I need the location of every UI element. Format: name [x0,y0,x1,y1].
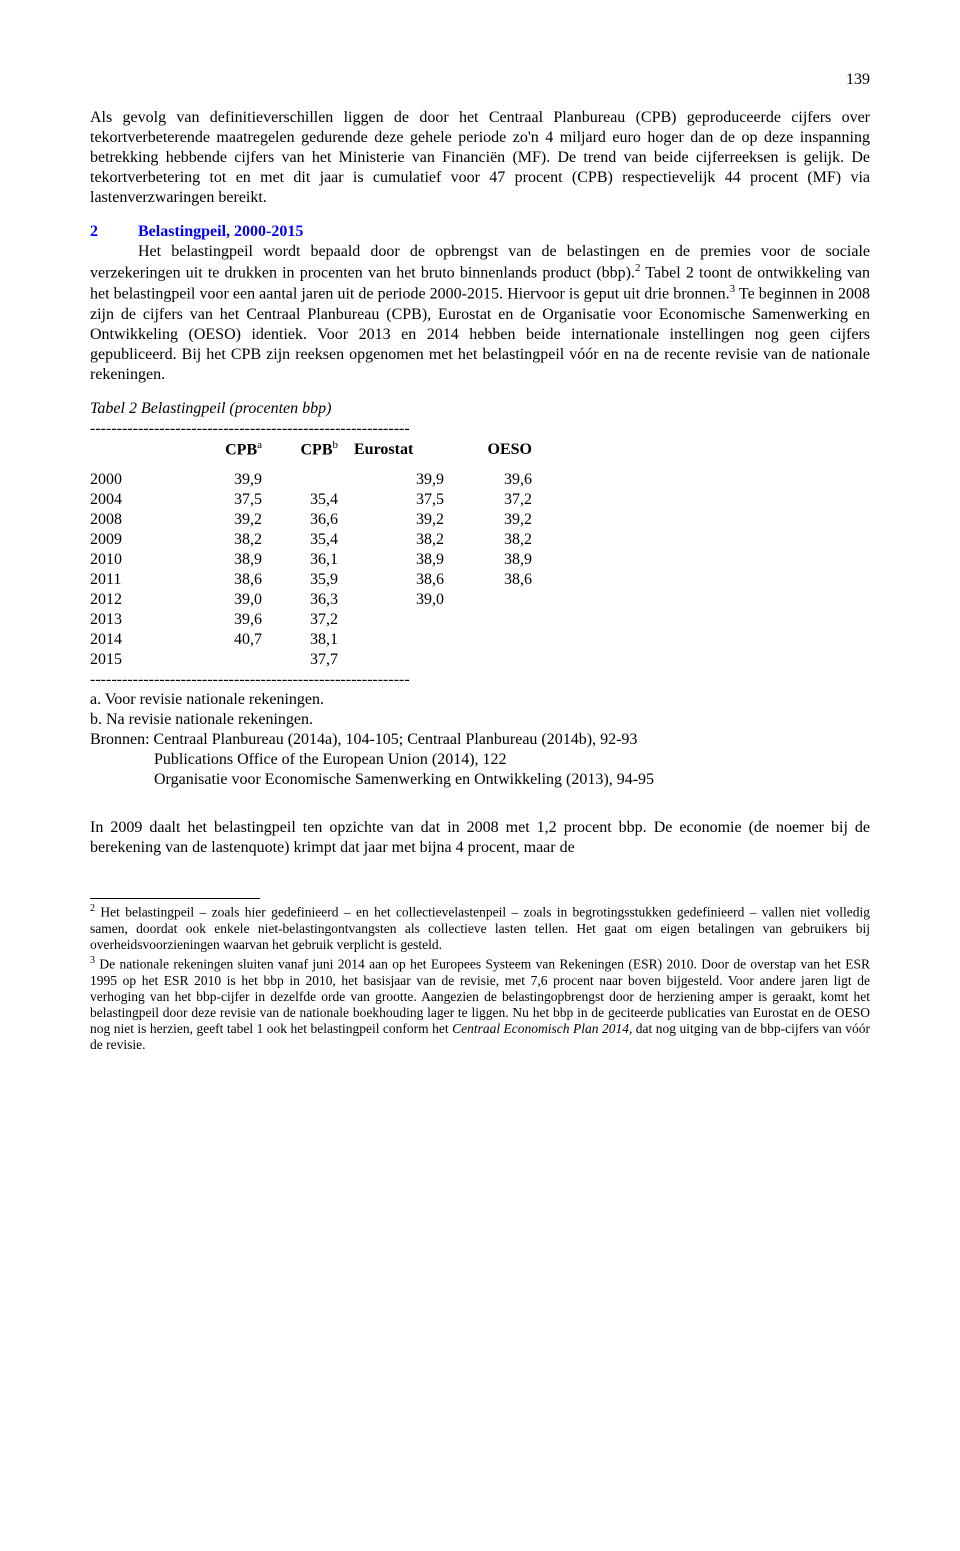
source-1: Bronnen: Centraal Planbureau (2014a), 10… [90,730,870,750]
note-b: b. Na revisie nationale rekeningen. [90,710,870,730]
table-rule-top: ----------------------------------------… [90,419,870,439]
col-cpb-a: CPBa [202,439,278,460]
table-row: 201440,738,1 [90,630,544,650]
table-sources: Bronnen: Centraal Planbureau (2014a), 10… [90,730,870,790]
paragraph-2: In 2009 daalt het belastingpeil ten opzi… [90,818,870,858]
col-blank [90,439,202,460]
note-a: a. Voor revisie nationale rekeningen. [90,690,870,710]
table-belastingpeil: CPBa CPBb Eurostat OESO 200039,939,939,6… [90,439,544,670]
table-row: 200839,236,639,239,2 [90,510,544,530]
table-row: 201239,036,339,0 [90,590,544,610]
table-title: Tabel 2 Belastingpeil (procenten bbp) [90,399,870,419]
table-row: 201038,936,138,938,9 [90,550,544,570]
source-2: Publications Office of the European Unio… [90,750,870,770]
section-heading: 2Belastingpeil, 2000-2015 [90,223,303,240]
page-number: 139 [90,70,870,90]
section-number: 2 [90,222,138,242]
footnote-3: 3 De nationale rekeningen sluiten vanaf … [90,955,870,1054]
table-header-row: CPBa CPBb Eurostat OESO [90,439,544,460]
footnote-2: 2 Het belastingpeil – zoals hier gedefin… [90,903,870,953]
section-title: Belastingpeil, 2000-2015 [138,223,303,240]
footnote-separator [90,898,260,899]
table-row: 200938,235,438,238,2 [90,530,544,550]
paragraph-1: Als gevolg van definitieverschillen ligg… [90,108,870,208]
table-row: 201537,7 [90,650,544,670]
section-2: 2Belastingpeil, 2000-2015 Het belastingp… [90,222,870,385]
source-3: Organisatie voor Economische Samenwerkin… [90,770,870,790]
table-notes: a. Voor revisie nationale rekeningen. b.… [90,690,870,730]
col-oeso: OESO [472,439,544,460]
table-row: 201339,637,2 [90,610,544,630]
table-row: 200437,535,437,537,2 [90,490,544,510]
col-cpb-b: CPBb [278,439,354,460]
col-eurostat: Eurostat [354,439,472,460]
table-rule-bottom: ----------------------------------------… [90,670,870,690]
table-row: 201138,635,938,638,6 [90,570,544,590]
table-row: 200039,939,939,6 [90,470,544,490]
